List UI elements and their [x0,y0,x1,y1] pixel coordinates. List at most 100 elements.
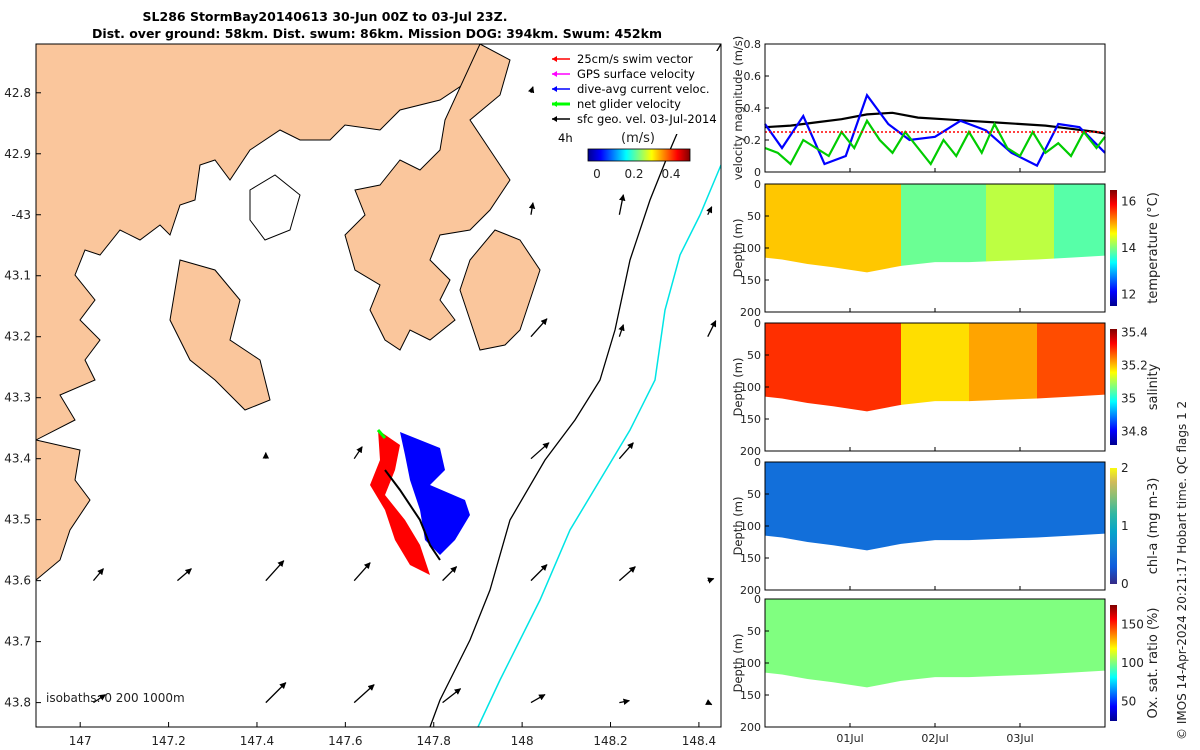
map-x-tick-label: 147.6 [328,734,362,748]
legend-box [541,51,721,134]
forestier-land [344,44,511,351]
colorbar-tick: 35.4 [1121,325,1148,339]
panel-y-tick-label: 0 [754,317,761,330]
geo-vector-arrow [528,202,536,215]
panel-y-tick-label: 0.4 [744,102,762,115]
geo-vector-arrow [618,194,626,215]
section-segment [901,323,970,412]
time-axis-label: 02Jul [921,732,948,745]
panel-y-label: Depth (m) [731,219,745,278]
geo-vector-arrow [706,206,713,216]
colorbar-label: salinity [1146,363,1161,410]
panel-colorbar [1110,329,1117,445]
colorbar-tick: 1 [1121,519,1129,533]
panel-y-tick-label: 0 [754,178,761,191]
geo-vector-arrow [530,442,550,460]
velocity-series-line [764,111,1106,135]
geo-vector-arrow [530,564,548,582]
colorbar-tick: 16 [1121,195,1136,209]
geo-vector-arrow [707,320,717,338]
geo-vector-arrow [618,442,634,460]
speed-colorbar: 4h (m/s) 0 0.2 0.4 [558,131,691,181]
legend-arrowhead [552,101,557,107]
isobath-1000m [477,164,721,727]
time-axis-label: 01Jul [836,732,863,745]
colorbar-tick: 150 [1121,617,1144,631]
geo-vector-arrow [619,698,630,705]
panel-y-tick-label: 0 [754,593,761,606]
section-segment [765,462,1105,551]
time-axis-label: 03Jul [1006,732,1033,745]
panel-y-tick-label: 150 [740,413,761,426]
title-line-1: SL286 StormBay20140613 30-Jun 00Z to 03-… [143,9,508,24]
colorbar-tick: 35.2 [1121,358,1148,372]
section-segment [765,599,1105,688]
colorbar-label: Ox. sat. ratio (%) [1146,608,1161,719]
panel-y-tick-label: 200 [740,721,761,734]
panel-y-tick-label: 0.6 [744,70,762,83]
section-segment [969,323,1038,412]
velocity-series-line [764,118,1106,166]
panel-y-tick-label: 50 [747,625,761,638]
map-y-tick-label: -43 [11,208,31,222]
colorbar-tick-0.4: 0.4 [661,167,680,181]
colorbar-tick-0.2: 0.2 [624,167,643,181]
tasman-peninsula-land [36,44,481,441]
legend-label: dive-avg current veloc. [577,82,710,96]
peninsula-land [169,259,271,411]
section-segment [765,184,902,273]
panel-y-tick-label: 150 [740,552,761,565]
colorbar-label: chl-a (mg m-3) [1146,478,1161,575]
legend-label: net glider velocity [577,97,681,111]
section-fill [765,184,1105,273]
geo-vector-arrow [530,318,548,338]
panel-y-tick-label: 100 [740,520,761,533]
geo-vector-arrow [176,568,192,582]
panel-y-tick-label: 100 [740,381,761,394]
panel-y-tick-label: 100 [740,657,761,670]
map-x-tick-label: 147 [69,734,92,748]
colorbar-gradient [587,148,691,162]
legend-label: 25cm/s swim vector [577,52,693,66]
map-x-tick-label: 147.2 [151,734,185,748]
map-land [36,44,541,581]
panel-y-tick-label: 150 [740,274,761,287]
colorbar-time-label: 4h [558,131,573,145]
panel-y-tick-label: 0 [754,456,761,469]
panel-3: 0 1 2 chl-a (mg m-3) 0 50 100 150 200 Depth (m) [731,456,1161,597]
geo-vector-arrow [618,324,625,337]
panel-y-tick-label: 0 [754,166,761,179]
legend-arrowhead [552,86,557,92]
colorbar-tick: 2 [1121,461,1129,475]
geo-vector-arrow [353,684,375,704]
panel-y-tick-label: 0.8 [744,38,762,51]
panel-y-tick-label: 150 [740,689,761,702]
section-segment [1037,323,1105,412]
panel-y-label: velocity magnitude (m/s) [731,36,745,181]
section-segment [1054,184,1105,273]
map-y-tick-label: 43.6 [4,574,31,588]
map-y-tick-label: 42.9 [4,147,31,161]
geo-vector-arrow [707,577,715,584]
panel-frame [764,43,1106,173]
panel-y-tick-label: 50 [747,210,761,223]
geo-vector-arrow [265,560,285,582]
velocity-series-line [764,92,1106,168]
geo-vector-arrow [618,566,636,582]
panel-y-tick-label: 50 [747,488,761,501]
colorbar-tick: 34.8 [1121,425,1148,439]
section-segment [901,184,987,273]
section-segment [986,184,1055,273]
map-y-ticks: 42.8 42.9 -43 43.1 43.2 43.3 43.4 43.5 43.6 43.7 4… [4,86,41,710]
swim-vector-fan [370,430,430,575]
map-y-tick-label: 43.7 [4,635,31,649]
panel-y-tick-label: 0.2 [744,134,762,147]
panel-colorbar [1110,190,1117,306]
panel-colorbar [1110,605,1117,721]
credit-text: © IMOS 14-Apr-2024 20:21:17 Hobart time.… [1175,401,1189,740]
panel-2: 34.8 35 35.2 35.4 salinity 0 50 100 150 200 Depth … [731,317,1161,458]
section-fill [765,323,1105,412]
map-x-tick-label: 147.4 [240,734,274,748]
